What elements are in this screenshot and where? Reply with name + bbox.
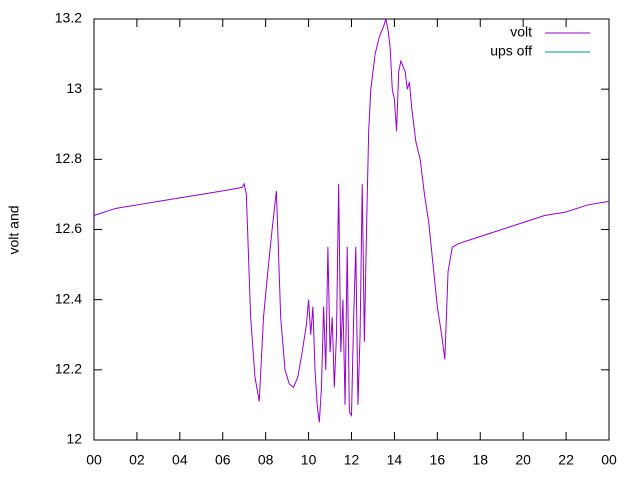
x-tick-label: 02: [129, 452, 145, 468]
x-tick-label: 04: [172, 452, 188, 468]
x-tick-label: 08: [258, 452, 274, 468]
x-tick-label: 10: [301, 452, 317, 468]
y-axis-label: volt and: [6, 205, 22, 254]
y-tick-label: 12.2: [55, 361, 82, 377]
x-tick-label: 20: [515, 452, 531, 468]
x-tick-label: 14: [387, 452, 403, 468]
y-tick-label: 12.6: [55, 220, 82, 236]
y-tick-label: 12.8: [55, 150, 82, 166]
y-tick-label: 12: [66, 431, 82, 447]
legend-label: volt: [510, 24, 532, 40]
x-tick-label: 06: [215, 452, 231, 468]
y-tick-label: 13: [66, 80, 82, 96]
x-tick-label: 18: [472, 452, 488, 468]
x-tick-label: 22: [558, 452, 574, 468]
y-tick-label: 13.2: [55, 10, 82, 26]
line-series: [93, 18, 610, 423]
x-tick-label: 12: [344, 452, 360, 468]
plot-border: [93, 18, 610, 441]
y-tick-label: 12.4: [55, 290, 82, 306]
legend-label: ups off: [490, 43, 532, 59]
x-tick-label: 16: [430, 452, 446, 468]
x-tick-label: 00: [601, 452, 617, 468]
x-tick-label: 00: [86, 452, 102, 468]
